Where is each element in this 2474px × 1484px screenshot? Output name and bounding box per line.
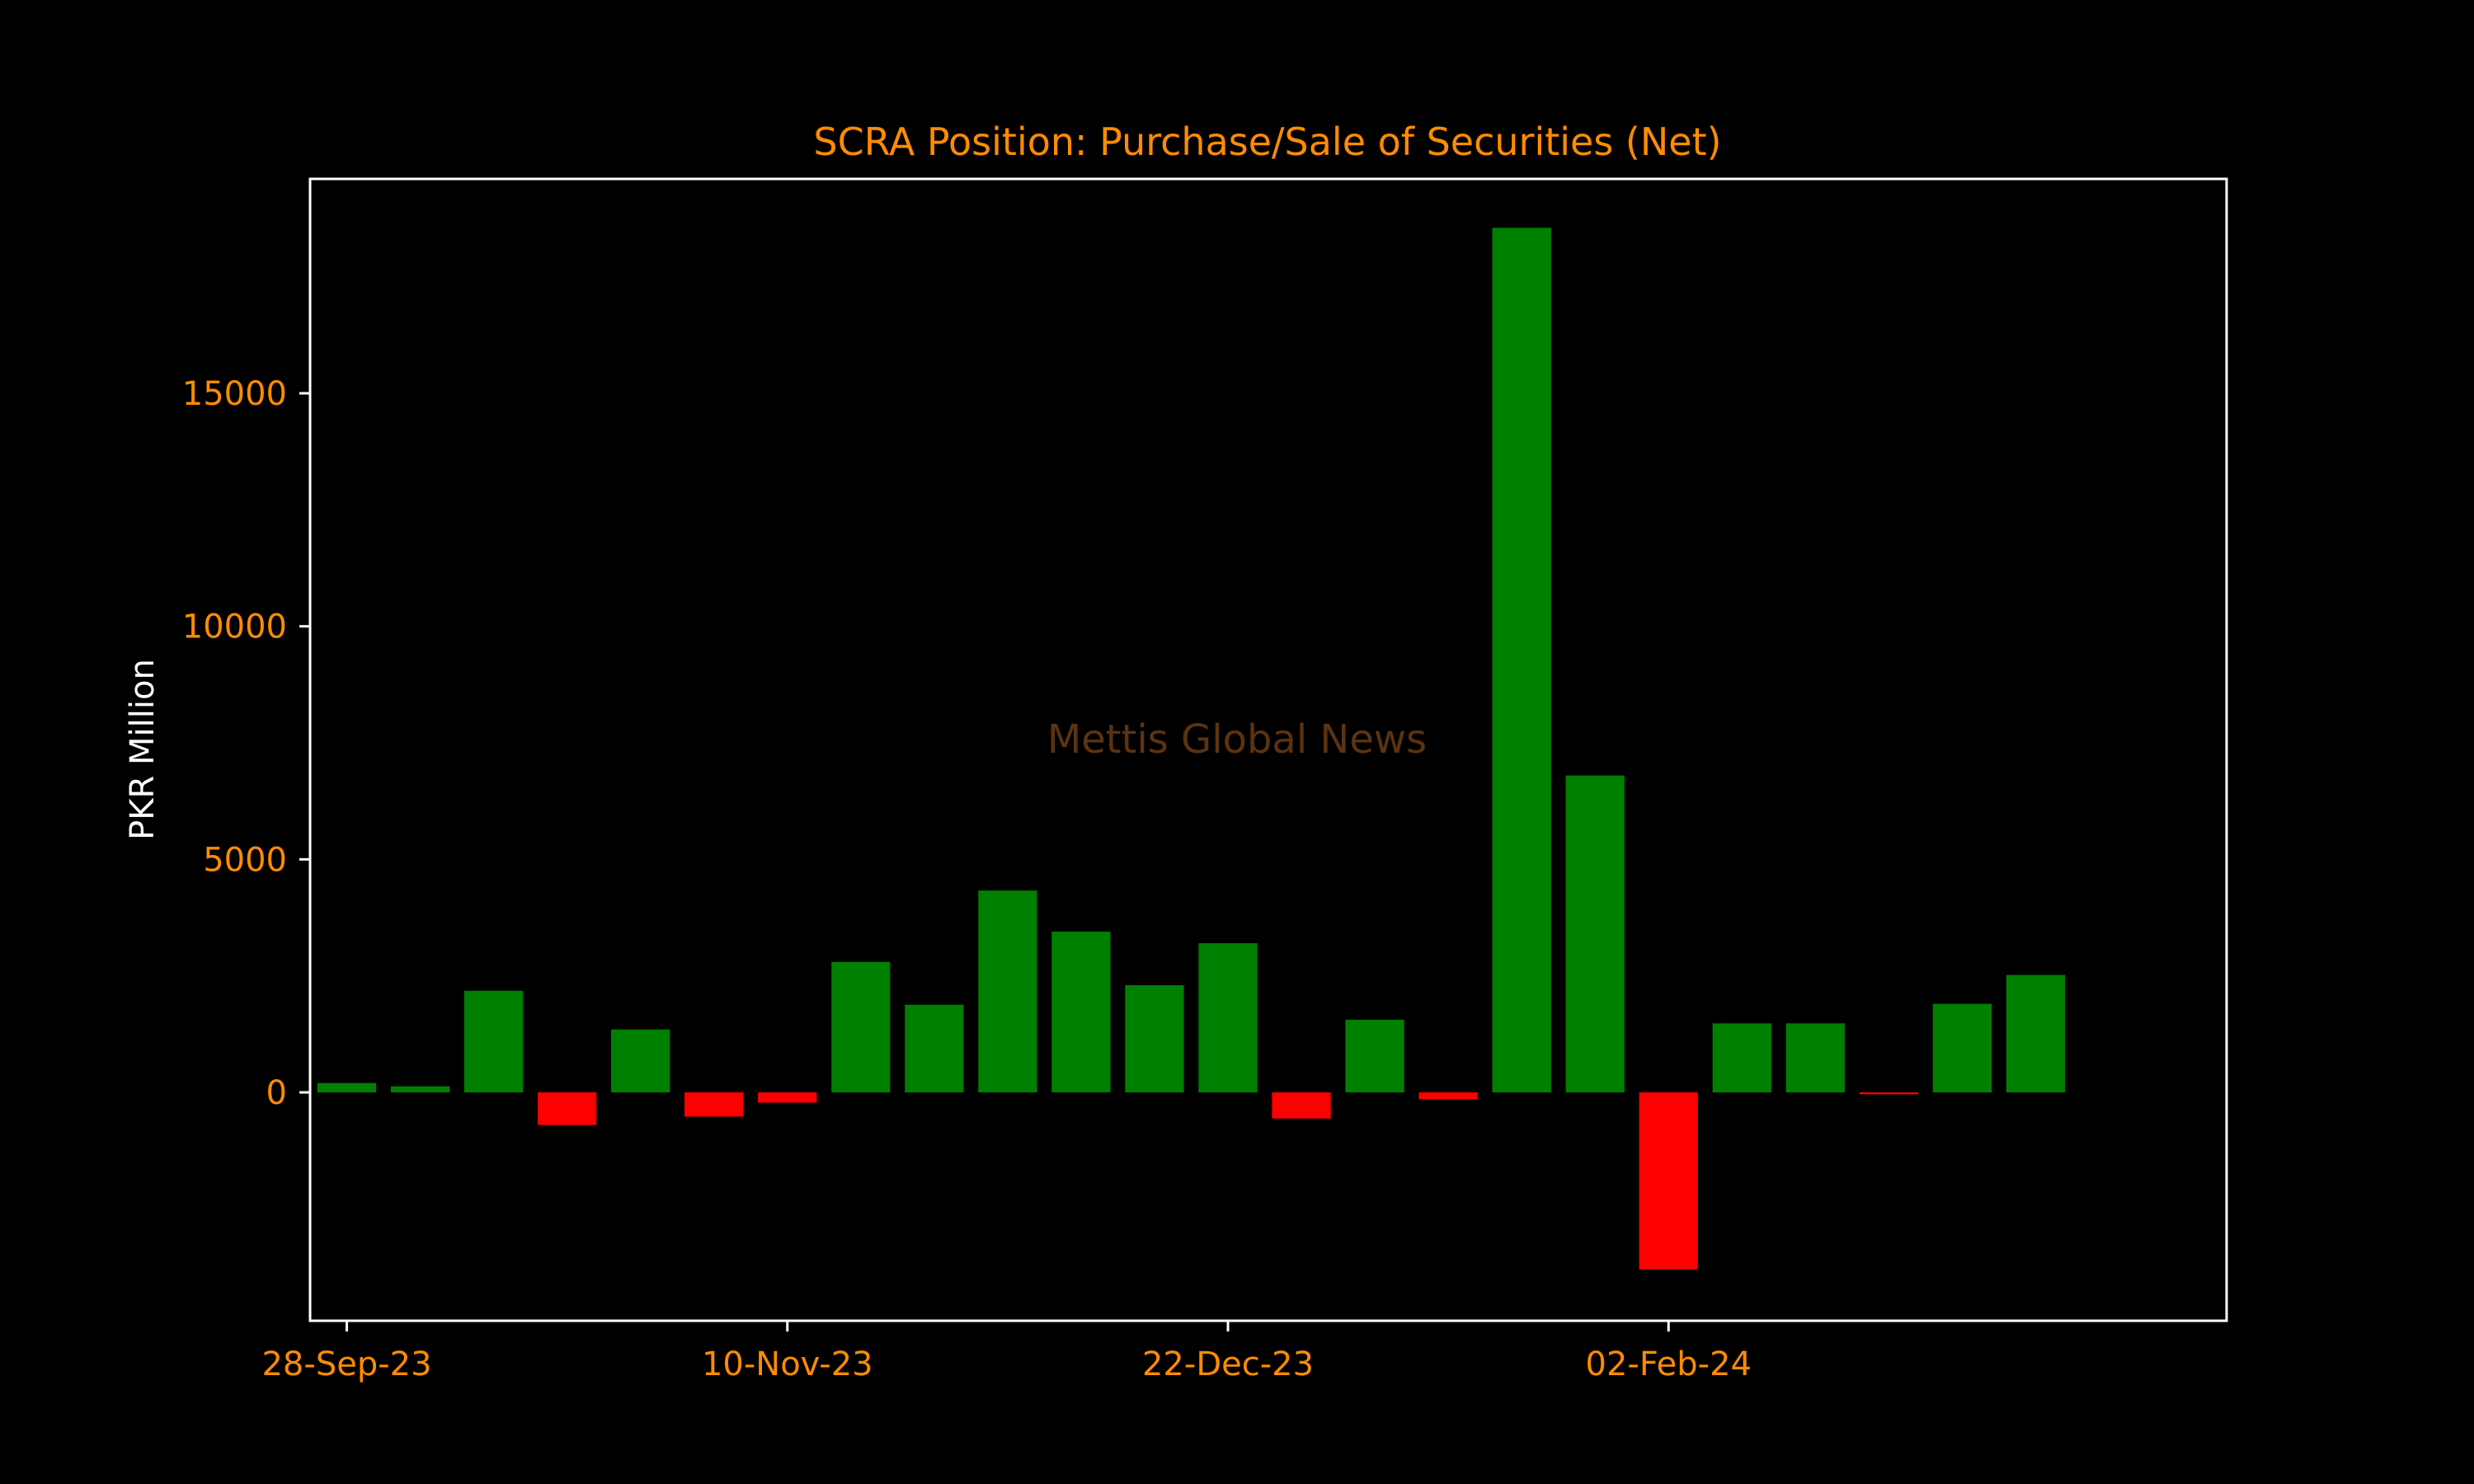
y-tick-label-3: 15000 bbox=[182, 375, 287, 413]
bar-12 bbox=[1198, 943, 1258, 1092]
bar-17 bbox=[1565, 775, 1625, 1092]
bar-5 bbox=[684, 1092, 744, 1117]
bar-4 bbox=[611, 1029, 670, 1092]
bar-11 bbox=[1125, 984, 1184, 1092]
bar-18 bbox=[1639, 1092, 1698, 1270]
bar-15 bbox=[1418, 1092, 1478, 1100]
bar-19 bbox=[1712, 1023, 1771, 1092]
bar-1 bbox=[390, 1086, 450, 1092]
x-axis: 28-Sep-23 10-Nov-23 22-Dec-23 02-Feb-24 bbox=[261, 1321, 1752, 1383]
bar-2 bbox=[463, 990, 524, 1092]
bar-6 bbox=[758, 1092, 817, 1103]
x-tick-label-3: 02-Feb-24 bbox=[1586, 1345, 1752, 1383]
bar-13 bbox=[1272, 1092, 1331, 1119]
y-axis-label: PKR Million bbox=[124, 659, 162, 840]
bar-3 bbox=[538, 1092, 597, 1125]
y-tick-label-0: 0 bbox=[266, 1074, 287, 1112]
y-axis: 0 5000 10000 15000 bbox=[182, 375, 310, 1112]
chart-title: SCRA Position: Purchase/Sale of Securiti… bbox=[813, 120, 1721, 164]
bar-7 bbox=[831, 961, 891, 1092]
x-tick-label-1: 10-Nov-23 bbox=[702, 1345, 873, 1383]
bar-14 bbox=[1345, 1019, 1404, 1092]
bar-8 bbox=[905, 1004, 964, 1092]
bar-9 bbox=[978, 890, 1037, 1092]
bar-21 bbox=[1859, 1092, 1919, 1095]
bar-23 bbox=[2006, 974, 2066, 1092]
bar-20 bbox=[1785, 1023, 1845, 1092]
bar-16 bbox=[1492, 228, 1551, 1092]
bar-0 bbox=[317, 1082, 377, 1092]
watermark-text: Mettis Global News bbox=[1047, 716, 1427, 763]
bar-22 bbox=[1932, 1003, 1992, 1092]
y-tick-label-2: 10000 bbox=[182, 608, 287, 646]
x-tick-label-0: 28-Sep-23 bbox=[261, 1345, 431, 1383]
bar-10 bbox=[1051, 931, 1111, 1092]
y-tick-label-1: 5000 bbox=[203, 841, 287, 879]
x-tick-label-2: 22-Dec-23 bbox=[1142, 1345, 1314, 1383]
plot-frame bbox=[308, 177, 2228, 1322]
bars-layer bbox=[317, 228, 2066, 1270]
